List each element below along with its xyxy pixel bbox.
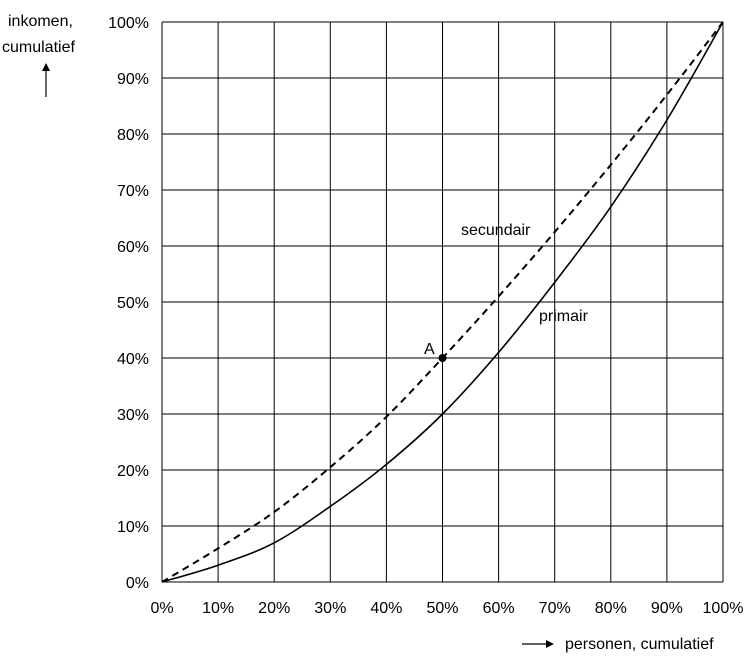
series-label-primair: primair xyxy=(539,308,589,325)
y-axis-label-line1: inkomen, xyxy=(8,13,73,30)
y-tick-label: 40% xyxy=(117,351,149,368)
x-tick-label: 10% xyxy=(202,600,234,617)
point-a-label: A xyxy=(424,341,435,358)
x-tick-label: 0% xyxy=(150,600,173,617)
y-axis-ticks: 0% 10% 20% 30% 40% 50% 60% 70% 80% 90% 100% xyxy=(108,15,149,592)
y-tick-label: 60% xyxy=(117,239,149,256)
x-tick-label: 60% xyxy=(483,600,515,617)
x-tick-label: 40% xyxy=(370,600,402,617)
y-tick-label: 80% xyxy=(117,127,149,144)
x-tick-label: 80% xyxy=(595,600,627,617)
y-tick-label: 0% xyxy=(126,575,149,592)
y-tick-label: 20% xyxy=(117,463,149,480)
x-axis-ticks: 0% 10% 20% 30% 40% 50% 60% 70% 80% 90% 100% xyxy=(150,600,743,617)
x-axis-arrow-icon xyxy=(522,640,554,648)
point-a-marker xyxy=(438,354,447,362)
x-tick-label: 20% xyxy=(258,600,290,617)
x-tick-label: 90% xyxy=(651,600,683,617)
series-label-secundair: secundair xyxy=(461,222,531,239)
grid xyxy=(161,21,724,583)
x-tick-label: 30% xyxy=(314,600,346,617)
x-axis-label: personen, cumulatief xyxy=(565,636,714,653)
y-axis-arrow-icon xyxy=(42,63,50,97)
y-tick-label: 10% xyxy=(117,519,149,536)
y-tick-label: 90% xyxy=(117,71,149,88)
x-tick-label: 50% xyxy=(426,600,458,617)
y-tick-label: 50% xyxy=(117,295,149,312)
series-line-secundair xyxy=(161,21,724,583)
y-tick-label: 70% xyxy=(117,183,149,200)
series-lines xyxy=(161,21,724,583)
y-axis-label-line2: cumulatief xyxy=(2,39,75,56)
x-tick-label: 100% xyxy=(703,600,744,617)
y-tick-label: 30% xyxy=(117,407,149,424)
y-tick-label: 100% xyxy=(108,15,149,32)
series-line-primair xyxy=(161,21,724,583)
x-tick-label: 70% xyxy=(539,600,571,617)
